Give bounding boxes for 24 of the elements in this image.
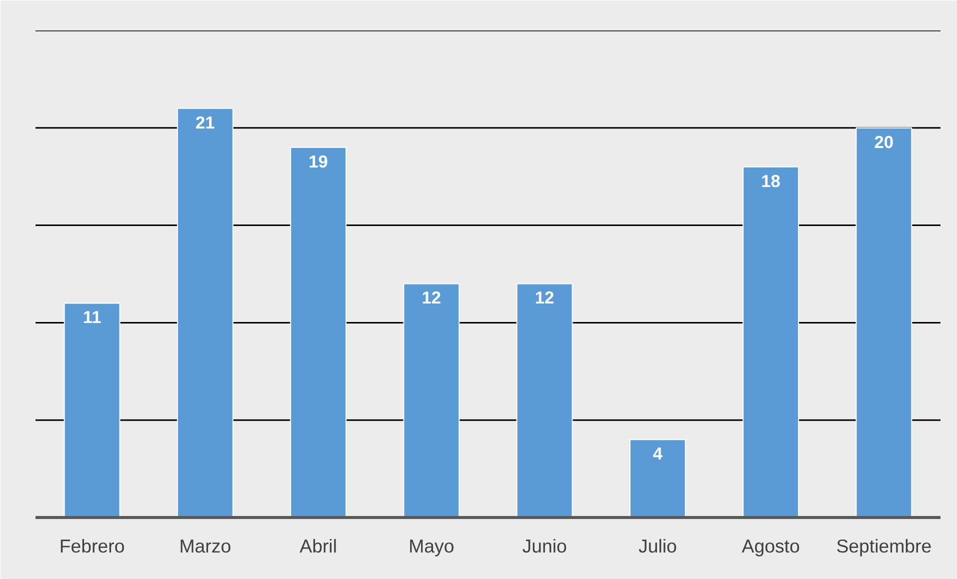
x-tick-label: Marzo [179, 536, 232, 556]
data-label: 19 [308, 151, 328, 172]
x-tick-label: Agosto [742, 536, 800, 556]
data-label: 18 [761, 170, 781, 191]
data-label: 11 [82, 307, 102, 328]
data-label: 21 [196, 112, 216, 132]
x-tick-label: Septiembre [836, 536, 932, 556]
x-tick-label: Junio [522, 536, 567, 556]
x-tick-label: Julio [638, 536, 677, 556]
bar [403, 283, 460, 518]
bar [742, 166, 800, 518]
bar [516, 283, 573, 518]
bar [290, 146, 347, 518]
x-tick-label: Febrero [59, 536, 125, 556]
data-label: 4 [652, 444, 663, 464]
bar [629, 439, 686, 518]
bar [176, 108, 234, 518]
x-tick-label: Mayo [408, 536, 454, 556]
bar [856, 127, 912, 518]
bar [64, 302, 120, 518]
x-tick-label: Abril [300, 536, 337, 556]
data-label: 12 [422, 288, 442, 308]
data-label: 20 [874, 132, 894, 152]
data-label: 12 [534, 288, 554, 308]
